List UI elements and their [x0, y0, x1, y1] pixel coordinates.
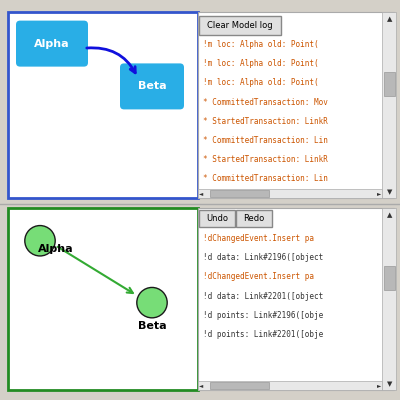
Text: !d points: Link#2196([obje: !d points: Link#2196([obje: [203, 311, 323, 320]
Bar: [198, 381, 382, 390]
Text: !m loc: Alpha old: Point(: !m loc: Alpha old: Point(: [203, 40, 318, 49]
Text: ▲: ▲: [386, 212, 392, 218]
Text: Beta: Beta: [138, 81, 166, 91]
Text: ►: ►: [377, 191, 381, 196]
Circle shape: [25, 226, 55, 256]
Text: ▼: ▼: [386, 189, 392, 195]
FancyBboxPatch shape: [199, 16, 281, 35]
Text: !m loc: Alpha old: Point(: !m loc: Alpha old: Point(: [203, 78, 318, 87]
Text: * StartedTransaction: LinkR: * StartedTransaction: LinkR: [203, 155, 328, 164]
Bar: [384, 72, 395, 96]
Text: * CommittedTransaction: Mov: * CommittedTransaction: Mov: [203, 98, 328, 107]
Text: ◄: ◄: [199, 191, 203, 196]
FancyBboxPatch shape: [236, 210, 272, 227]
Text: Clear Model log: Clear Model log: [207, 21, 273, 30]
Bar: [8, 12, 198, 198]
Text: Alpha: Alpha: [34, 39, 70, 49]
Bar: [198, 12, 394, 198]
Text: ▼: ▼: [386, 381, 392, 387]
Text: !d data: Link#2196([object: !d data: Link#2196([object: [203, 253, 323, 262]
Bar: [8, 208, 198, 390]
Text: !dChangedEvent.Insert pa: !dChangedEvent.Insert pa: [203, 272, 314, 282]
Text: * CommittedTransaction: Lin: * CommittedTransaction: Lin: [203, 136, 328, 145]
Text: * CommittedTransaction: Lin: * CommittedTransaction: Lin: [203, 174, 328, 183]
Text: ▲: ▲: [386, 16, 392, 22]
Text: !dChangedEvent.Insert pa: !dChangedEvent.Insert pa: [203, 234, 314, 243]
Bar: [210, 190, 269, 197]
Text: ◄: ◄: [199, 383, 203, 388]
FancyBboxPatch shape: [16, 21, 88, 67]
Bar: [382, 208, 396, 390]
FancyBboxPatch shape: [199, 210, 235, 227]
Text: ►: ►: [377, 383, 381, 388]
Bar: [198, 208, 394, 390]
Bar: [210, 382, 269, 389]
Text: !m loc: Alpha old: Point(: !m loc: Alpha old: Point(: [203, 59, 318, 68]
Text: Redo: Redo: [243, 214, 264, 223]
Bar: [198, 189, 382, 198]
Text: Alpha: Alpha: [38, 244, 74, 254]
Text: Undo: Undo: [206, 214, 228, 223]
Text: Beta: Beta: [138, 321, 166, 331]
Bar: [382, 12, 396, 198]
FancyBboxPatch shape: [120, 63, 184, 109]
Text: !d points: Link#2201([obje: !d points: Link#2201([obje: [203, 330, 323, 339]
Circle shape: [137, 288, 167, 318]
Text: * StartedTransaction: LinkR: * StartedTransaction: LinkR: [203, 117, 328, 126]
Bar: [384, 266, 395, 290]
Text: !d data: Link#2201([object: !d data: Link#2201([object: [203, 292, 323, 301]
